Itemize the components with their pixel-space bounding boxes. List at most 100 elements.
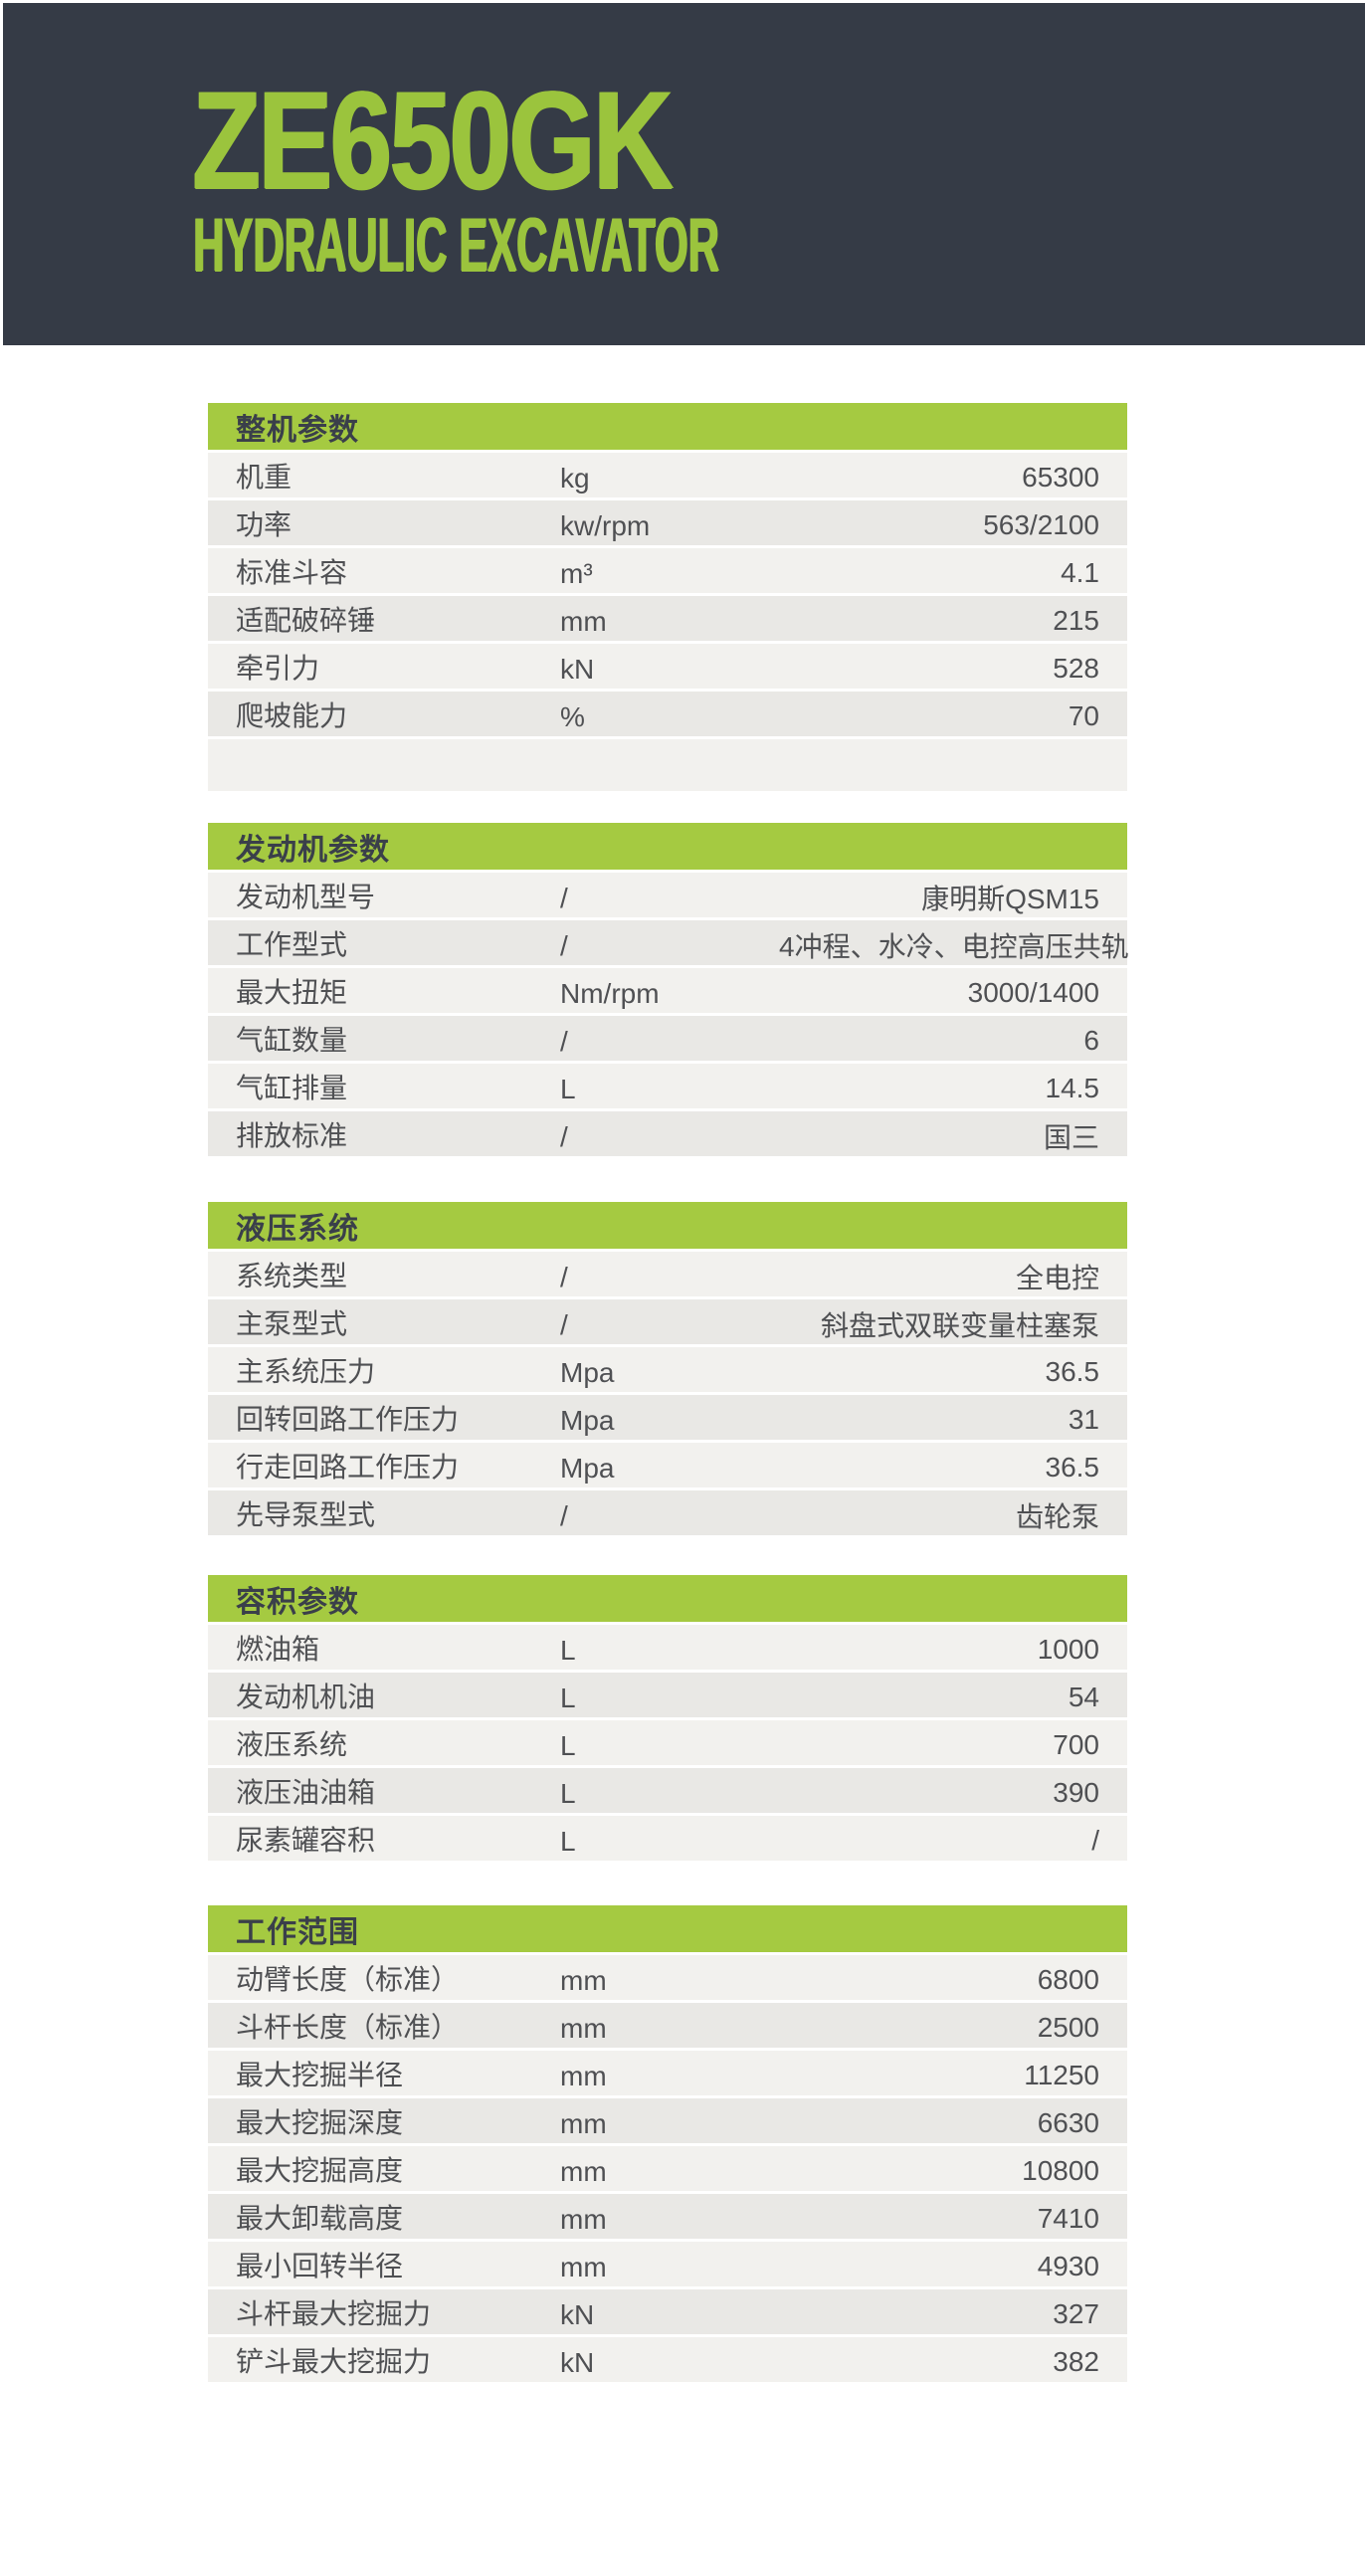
table-row: 主泵型式 / 斜盘式双联变量柱塞泵 <box>208 1299 1127 1344</box>
spec-section-4: 工作范围 动臂长度（标准） mm 6800 斗杆长度（标准） mm 2500 最大挖掘半径 mm… <box>208 1905 1127 2382</box>
table-row: 尿素罐容积 L / <box>208 1816 1127 1861</box>
row-value: 31 <box>1068 1403 1099 1435</box>
row-unit: kN <box>560 653 595 685</box>
row-value: 4930 <box>1037 2250 1099 2281</box>
table-row: 排放标准 / 国三 <box>208 1111 1127 1156</box>
row-label: 最大卸载高度 <box>236 2202 404 2234</box>
row-value: 70 <box>1068 699 1099 731</box>
row-unit: mm <box>560 1964 607 1996</box>
spec-tables: 整机参数 机重 kg 65300 功率 kw/rpm 563/2100 标准斗容 m³ 4.1 适配… <box>208 403 1129 2382</box>
row-label: 牵引力 <box>236 652 320 684</box>
table-row: 牵引力 kN 528 <box>208 644 1127 689</box>
table-row: 功率 kw/rpm 563/2100 <box>208 500 1127 545</box>
table-row: 发动机机油 L 54 <box>208 1673 1127 1717</box>
row-unit: kN <box>560 2298 595 2330</box>
row-value: 36.5 <box>1045 1355 1100 1387</box>
row-unit: L <box>560 1634 576 1666</box>
row-label: 标准斗容 <box>236 556 348 588</box>
row-value: 6630 <box>1037 2106 1099 2138</box>
row-label: 斗杆长度（标准） <box>236 2011 460 2043</box>
row-value: 700 <box>1053 1728 1099 1760</box>
row-label: 液压油油箱 <box>236 1776 376 1808</box>
row-value: 10800 <box>1022 2154 1099 2186</box>
row-value: / <box>1091 1824 1099 1856</box>
row-unit: kw/rpm <box>560 509 651 541</box>
row-value: 6 <box>1083 1024 1099 1056</box>
table-row: 适配破碎锤 mm 215 <box>208 596 1127 641</box>
row-unit: % <box>560 700 585 732</box>
row-value: 3000/1400 <box>967 976 1099 1008</box>
row-label: 适配破碎锤 <box>236 604 376 636</box>
spec-section-3: 容积参数 燃油箱 L 1000 发动机机油 L 54 液压系统 L 700 液压油油箱 L 390 尿素罐… <box>208 1575 1127 1861</box>
row-label: 发动机型号 <box>236 881 376 912</box>
row-value: 14.5 <box>1045 1072 1100 1103</box>
section-title: 容积参数 <box>236 1585 359 1619</box>
table-row: 气缸数量 / 6 <box>208 1016 1127 1061</box>
section-title-bar: 发动机参数 <box>208 823 1127 870</box>
row-unit: kN <box>560 2346 595 2378</box>
row-value: 齿轮泵 <box>1015 1500 1099 1532</box>
table-row: 先导泵型式 / 齿轮泵 <box>208 1490 1127 1535</box>
table-row: 动臂长度（标准） mm 6800 <box>208 1955 1127 2000</box>
row-label: 气缸数量 <box>236 1024 348 1056</box>
table-row: 系统类型 / 全电控 <box>208 1252 1127 1296</box>
row-unit: L <box>560 1073 576 1104</box>
row-label: 燃油箱 <box>236 1633 320 1665</box>
row-value: 6800 <box>1037 1963 1099 1995</box>
row-unit: kg <box>560 462 590 494</box>
row-label: 排放标准 <box>236 1119 348 1151</box>
section-title: 整机参数 <box>236 413 359 447</box>
row-unit: mm <box>560 2060 607 2091</box>
row-unit: / <box>560 882 568 913</box>
row-unit: / <box>560 1261 568 1292</box>
row-label: 回转回路工作压力 <box>236 1403 460 1435</box>
row-value: 4.1 <box>1061 556 1099 588</box>
row-label: 主系统压力 <box>236 1355 376 1387</box>
table-row: 最大挖掘高度 mm 10800 <box>208 2146 1127 2191</box>
row-label: 最小回转半径 <box>236 2250 404 2281</box>
table-row: 最大挖掘半径 mm 11250 <box>208 2051 1127 2095</box>
table-row: 最小回转半径 mm 4930 <box>208 2242 1127 2286</box>
row-value: 1000 <box>1037 1633 1099 1665</box>
row-value: 4冲程、水冷、电控高压共轨 <box>779 930 1129 962</box>
row-value: 斜盘式双联变量柱塞泵 <box>820 1309 1099 1341</box>
row-unit: / <box>560 929 568 961</box>
row-label: 发动机机油 <box>236 1681 376 1712</box>
table-row: 斗杆最大挖掘力 kN 327 <box>208 2289 1127 2334</box>
table-row: 最大挖掘深度 mm 6630 <box>208 2098 1127 2143</box>
row-label: 最大挖掘高度 <box>236 2154 404 2186</box>
row-unit: L <box>560 1777 576 1809</box>
row-value: 康明斯QSM15 <box>921 883 1099 914</box>
row-value: 36.5 <box>1045 1451 1100 1483</box>
spec-section-1: 发动机参数 发动机型号 / 康明斯QSM15 工作型式 / 4冲程、水冷、电控高压共轨 最大扭… <box>208 823 1129 1156</box>
section-title-bar: 工作范围 <box>208 1905 1127 1952</box>
section-title: 工作范围 <box>236 1915 359 1949</box>
row-unit: mm <box>560 2155 607 2187</box>
row-value: 563/2100 <box>983 508 1099 540</box>
row-unit: L <box>560 1682 576 1713</box>
table-row: 铲斗最大挖掘力 kN 382 <box>208 2337 1127 2382</box>
row-unit: Mpa <box>560 1356 615 1388</box>
table-row: 气缸排量 L 14.5 <box>208 1064 1127 1108</box>
row-unit: / <box>560 1308 568 1340</box>
row-unit: mm <box>560 2012 607 2044</box>
row-label: 最大扭矩 <box>236 976 348 1008</box>
row-value: 11250 <box>1024 2059 1099 2090</box>
row-label: 爬坡能力 <box>236 699 348 731</box>
section-title: 发动机参数 <box>236 833 390 867</box>
table-row: 液压系统 L 700 <box>208 1720 1127 1765</box>
spec-section-0: 整机参数 机重 kg 65300 功率 kw/rpm 563/2100 标准斗容 m³ 4.1 适配… <box>208 403 1127 791</box>
table-row: 发动机型号 / 康明斯QSM15 <box>208 873 1127 917</box>
table-row: 标准斗容 m³ 4.1 <box>208 548 1127 593</box>
row-value: 390 <box>1053 1776 1099 1808</box>
hero-banner: ZE650GK HYDRAULIC EXCAVATOR <box>3 3 1365 345</box>
row-label: 系统类型 <box>236 1260 348 1291</box>
row-label: 尿素罐容积 <box>236 1824 376 1856</box>
table-row: 主系统压力 Mpa 36.5 <box>208 1347 1127 1392</box>
section-title-bar: 整机参数 <box>208 403 1127 450</box>
section-title: 液压系统 <box>236 1212 359 1246</box>
row-unit: Nm/rpm <box>560 977 660 1009</box>
table-row: 最大扭矩 Nm/rpm 3000/1400 <box>208 968 1127 1013</box>
section-title-bar: 容积参数 <box>208 1575 1127 1622</box>
row-value: 382 <box>1053 2345 1099 2377</box>
